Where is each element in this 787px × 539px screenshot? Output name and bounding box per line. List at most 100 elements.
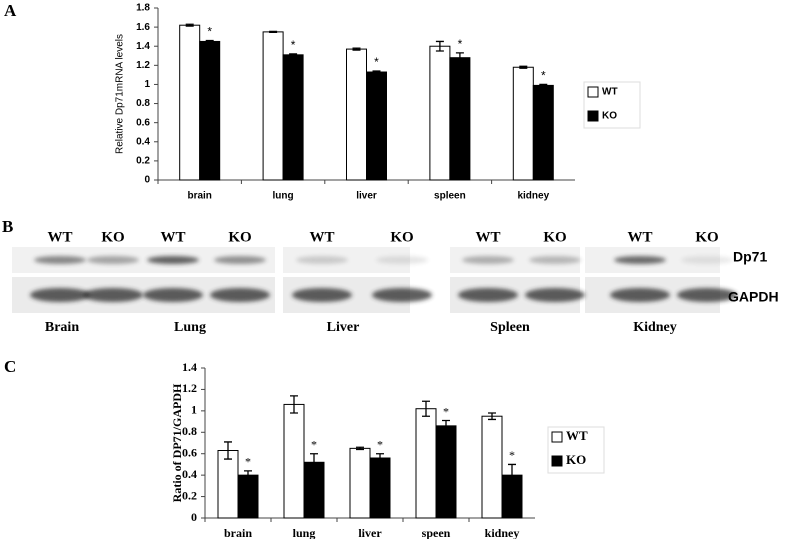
- error-bar: [290, 395, 298, 414]
- panel-label: C: [4, 357, 16, 376]
- x-tick-label: liver: [356, 191, 377, 202]
- band: [214, 256, 266, 264]
- bar: [369, 457, 391, 519]
- bar: [199, 40, 221, 181]
- band: [614, 256, 666, 264]
- band: [34, 256, 86, 264]
- bar: [262, 31, 284, 181]
- lane-label: WT: [475, 229, 500, 245]
- x-tick-label: brain: [187, 191, 211, 202]
- error-bar: [205, 39, 214, 44]
- y-tick-label: 0.4: [136, 136, 150, 147]
- y-tick-label: 0.6: [182, 445, 197, 459]
- band: [610, 288, 670, 302]
- y-tick-label: 0: [144, 175, 150, 186]
- bar: [435, 425, 457, 519]
- significance-marker: *: [207, 25, 212, 39]
- x-tick-label: lung: [293, 526, 316, 539]
- legend-swatch: [551, 455, 563, 467]
- legend-label: KO: [602, 111, 617, 122]
- legend-swatch: [551, 431, 563, 443]
- y-tick-label: 0.6: [136, 117, 150, 128]
- error-bar: [422, 400, 430, 417]
- lane-label: WT: [627, 229, 652, 245]
- x-tick-label: lung: [273, 191, 294, 202]
- legend-label: WT: [602, 87, 618, 98]
- bar: [532, 84, 554, 181]
- lane-label: KO: [695, 229, 718, 245]
- band: [529, 256, 581, 264]
- lane-label: KO: [543, 229, 566, 245]
- error-bar: [289, 53, 298, 57]
- bar: [179, 24, 201, 181]
- band: [83, 288, 143, 302]
- lane-label: KO: [101, 229, 124, 245]
- significance-marker: *: [374, 55, 379, 69]
- band: [376, 256, 428, 264]
- lane-label: WT: [47, 229, 72, 245]
- legend-swatch: [587, 110, 599, 122]
- bar: [282, 54, 304, 181]
- y-tick-label: 1.2: [182, 381, 197, 395]
- y-tick-label: 0: [191, 510, 197, 524]
- y-tick-label: 0.8: [136, 98, 150, 109]
- error-bar: [352, 47, 361, 51]
- x-tick-label: kidney: [517, 191, 549, 202]
- y-axis-label: Ratio of DP71/GAPDH: [170, 383, 184, 502]
- error-bar: [372, 70, 381, 74]
- significance-marker: *: [245, 455, 251, 469]
- error-bar: [310, 453, 318, 472]
- band: [458, 288, 518, 302]
- x-tick-label: liver: [358, 526, 382, 539]
- band: [372, 288, 432, 302]
- band: [147, 256, 199, 264]
- y-tick-label: 0.8: [182, 424, 197, 438]
- band: [210, 288, 270, 302]
- error-bar: [244, 470, 252, 481]
- x-tick-label: brain: [224, 526, 252, 539]
- y-axis-label: Relative Dp71mRNA levels: [115, 34, 126, 154]
- error-bar: [435, 40, 444, 52]
- legend-swatch: [587, 86, 599, 98]
- tissue-label: Kidney: [633, 320, 677, 335]
- error-bar: [519, 65, 528, 69]
- tissue-label: Spleen: [490, 320, 530, 335]
- band: [143, 288, 203, 302]
- western-blot: WT KO WT KO WT KO WT KO WT KO Dp71 GAPDH Brain Lung Li…: [12, 229, 779, 335]
- error-bar: [269, 30, 278, 34]
- bar: [481, 415, 503, 519]
- tissue-label: Liver: [327, 320, 360, 335]
- tissue-label: Brain: [45, 320, 79, 335]
- y-tick-label: 1.6: [136, 22, 150, 33]
- lane-label: WT: [309, 229, 334, 245]
- significance-marker: *: [311, 437, 317, 451]
- bar: [237, 474, 259, 519]
- band: [677, 288, 737, 302]
- x-tick-label: spleen: [434, 191, 466, 202]
- bar: [217, 450, 239, 519]
- error-bar: [488, 412, 496, 421]
- band: [87, 256, 139, 264]
- panel-label: B: [2, 217, 13, 236]
- y-tick-label: 1.2: [136, 60, 150, 71]
- y-tick-label: 1.8: [136, 3, 150, 14]
- x-tick-label: kidney: [485, 526, 520, 539]
- panel-label: A: [4, 1, 17, 20]
- significance-marker: *: [443, 404, 449, 418]
- error-bar: [455, 52, 464, 64]
- band: [292, 288, 352, 302]
- band: [525, 288, 585, 302]
- band: [462, 256, 514, 264]
- bar: [366, 71, 387, 181]
- bar: [349, 447, 371, 519]
- y-tick-label: 1.4: [136, 41, 150, 52]
- row-label: Dp71: [733, 249, 767, 265]
- bar: [512, 66, 534, 181]
- error-bar: [442, 419, 450, 432]
- band: [296, 256, 348, 264]
- significance-marker: *: [377, 437, 383, 451]
- legend-label: WT: [566, 428, 588, 443]
- lane-label: WT: [160, 229, 185, 245]
- y-tick-label: 1: [191, 403, 197, 417]
